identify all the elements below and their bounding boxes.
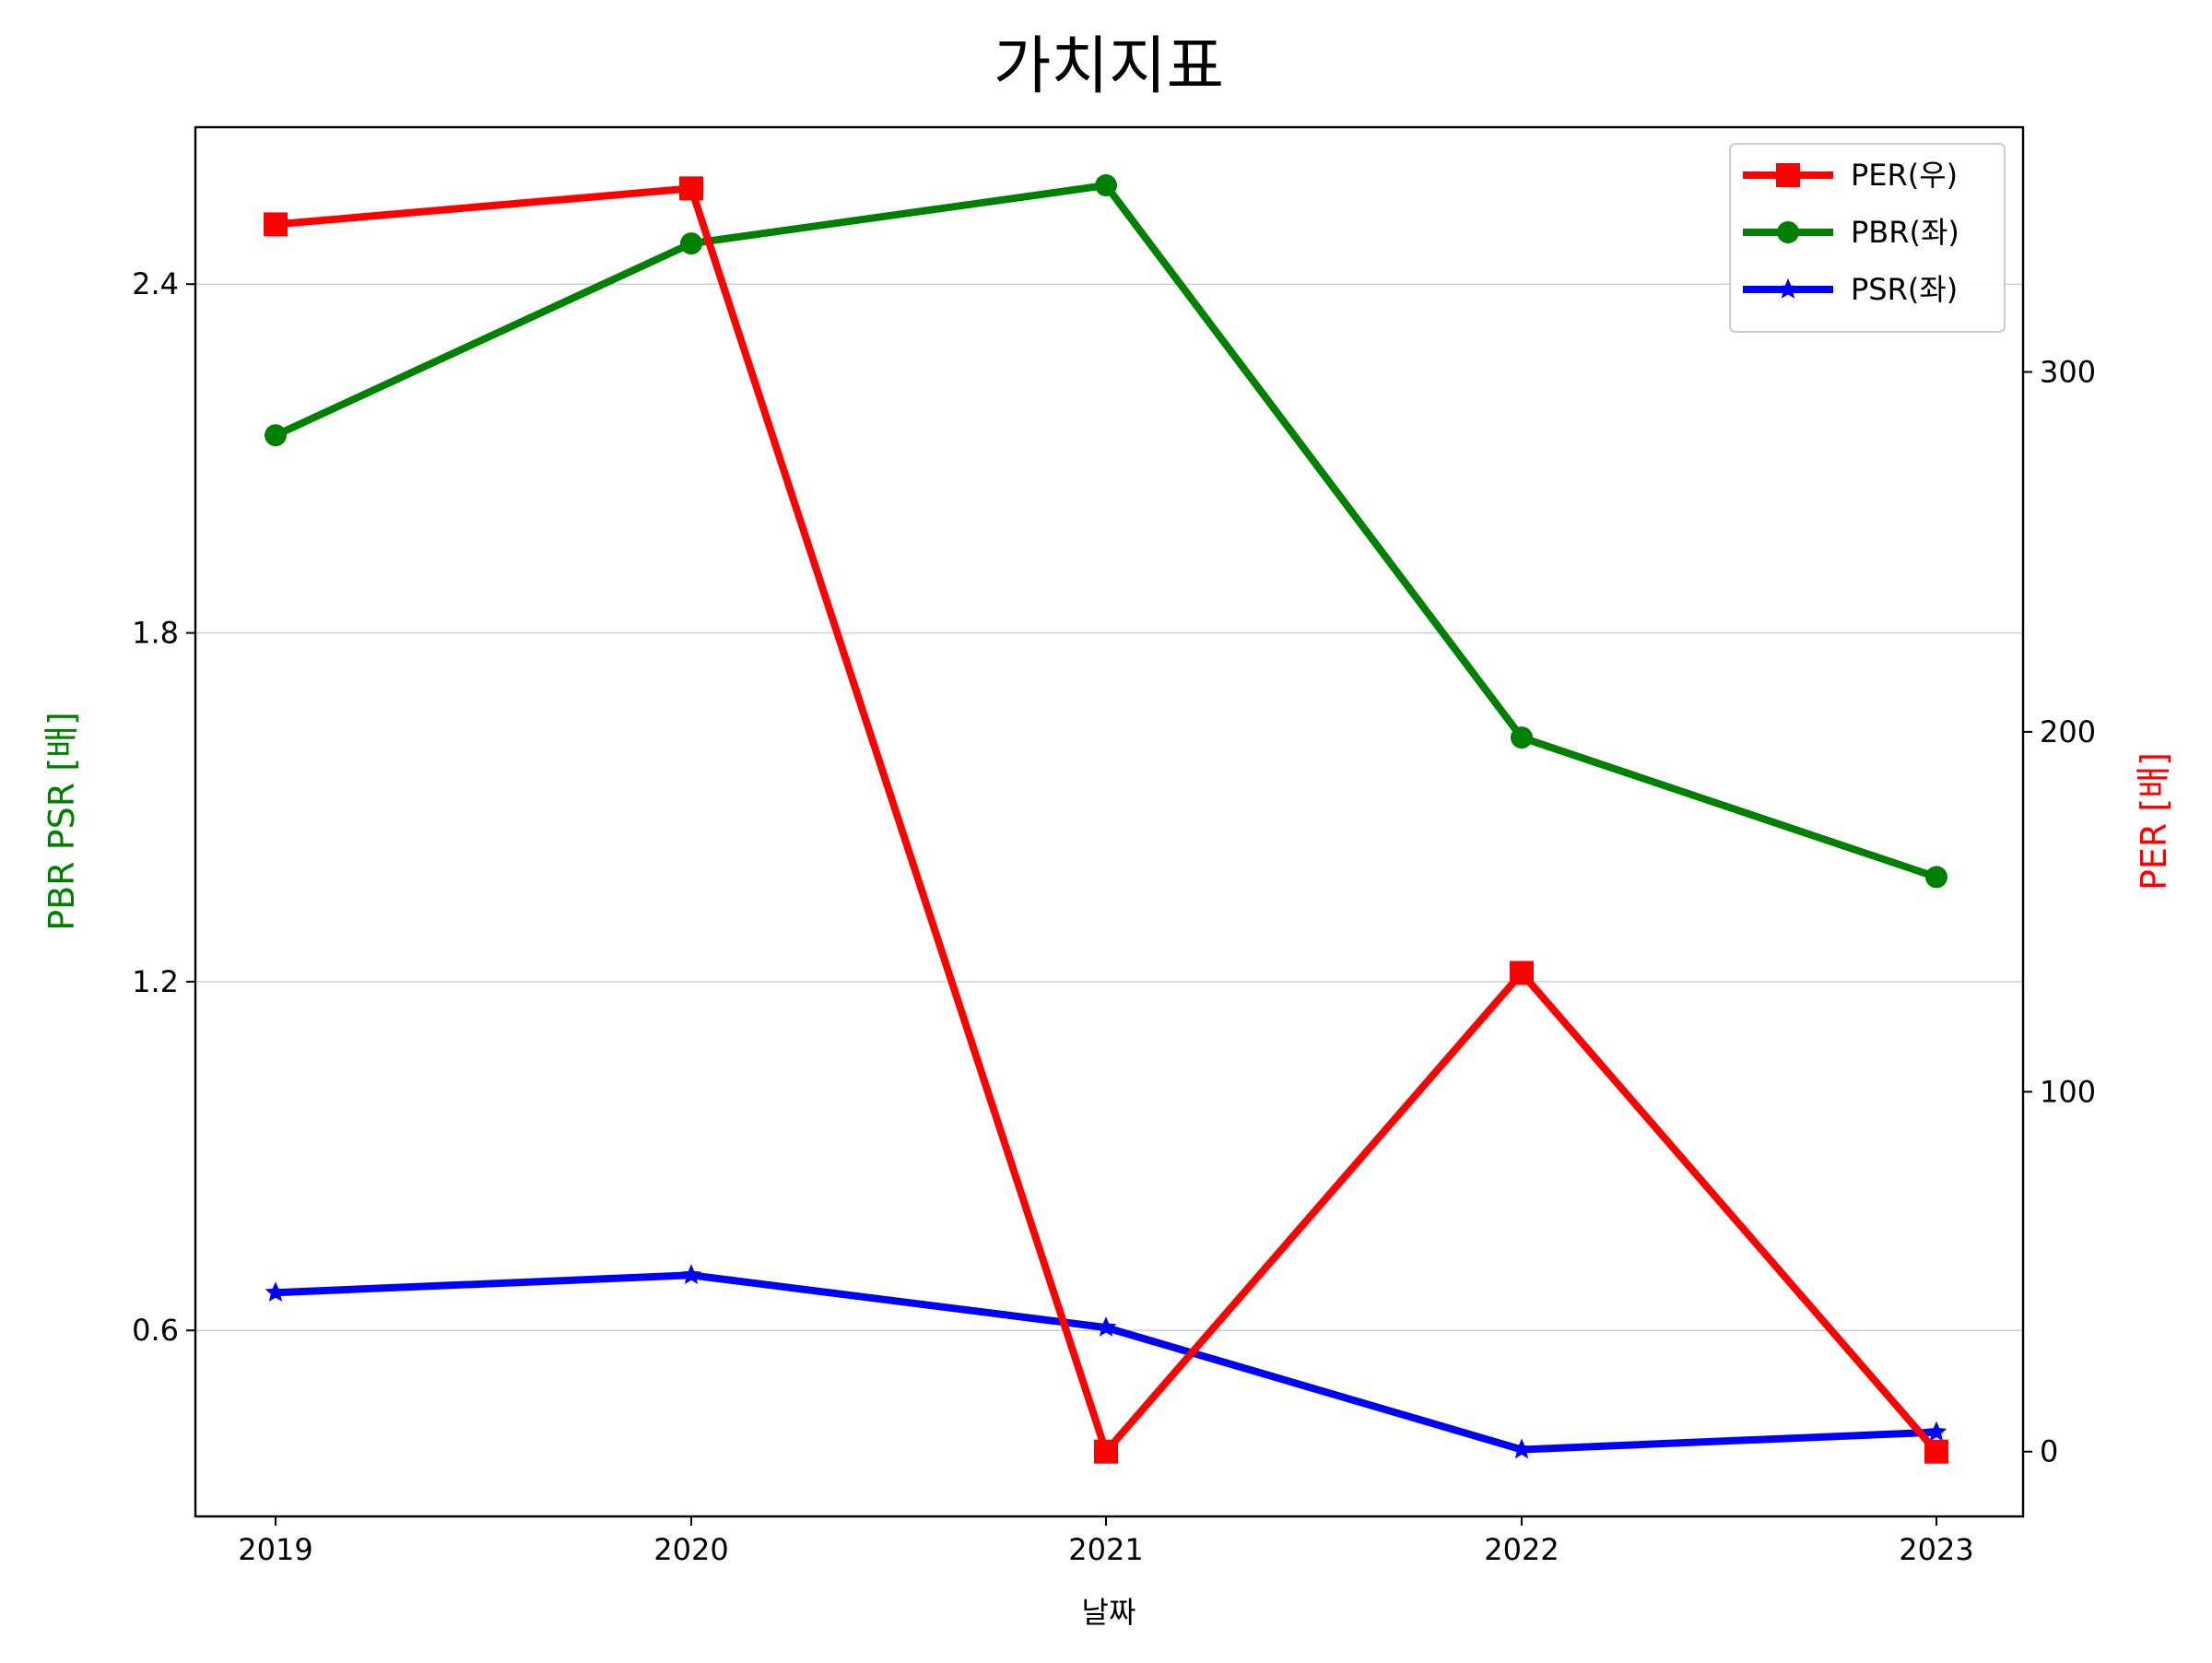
- legend-box: [1729, 143, 2006, 333]
- data-point-per-2021: [1094, 1439, 1118, 1464]
- y-left-tick-label-1.8: 1.8: [132, 616, 179, 651]
- x-tick-label-2019: 2019: [238, 1532, 312, 1567]
- y-right-tick-label-100: 100: [2040, 1074, 2096, 1109]
- legend-label-per: PER(우): [1851, 158, 1958, 193]
- legend-label-psr: PSR(좌): [1851, 272, 1958, 307]
- x-tick-label-2023: 2023: [1899, 1532, 1973, 1567]
- data-point-pbr-2020: [680, 232, 702, 255]
- data-point-psr-2023: [1925, 1421, 1947, 1442]
- grid-lines: [195, 283, 2023, 1331]
- data-point-psr-2019: [265, 1281, 287, 1302]
- plot-frame: [194, 125, 2025, 1518]
- x-tick-label-2021: 2021: [1068, 1532, 1143, 1567]
- legend: PER(우) PBR(좌) PSR(좌): [1729, 143, 2006, 333]
- x-tick-label-2020: 2020: [653, 1532, 728, 1567]
- data-point-pbr-2019: [265, 424, 287, 447]
- y-right-tick-label-300: 300: [2040, 354, 2096, 389]
- legend-item-per: PER(우): [1743, 158, 1958, 193]
- legend-label-pbr: PBR(좌): [1851, 215, 1959, 250]
- y-left-tick-label-2.4: 2.4: [132, 266, 179, 301]
- legend-item-psr: PSR(좌): [1743, 272, 1958, 307]
- legend-marker-per: [1776, 163, 1800, 187]
- data-point-per-2023: [1924, 1439, 1948, 1464]
- y-left-tick-label-1.2: 1.2: [132, 964, 179, 999]
- data-point-psr-2021: [1095, 1316, 1117, 1337]
- series-layer: [264, 174, 1948, 1464]
- y-right-tick-label-0: 0: [2040, 1434, 2058, 1469]
- data-point-pbr-2021: [1095, 174, 1117, 197]
- y-axis-left-label: PBR PSR [배]: [41, 712, 82, 931]
- data-point-per-2019: [264, 212, 288, 237]
- axes: 2019 2020 2021 2022 2023 0.6 1.2 1.8 2.4 0 100 200 3…: [132, 266, 2096, 1567]
- data-point-pbr-2022: [1511, 726, 1533, 749]
- legend-item-pbr: PBR(좌): [1743, 215, 1959, 250]
- series-psr: [265, 1264, 1947, 1459]
- data-point-per-2020: [679, 176, 703, 201]
- y-axis-right-label: PER [배]: [2134, 752, 2174, 890]
- series-per: [264, 176, 1948, 1464]
- series-pbr: [265, 174, 1947, 889]
- legend-marker-pbr: [1777, 221, 1799, 243]
- legend-marker-psr: [1777, 278, 1799, 299]
- y-left-tick-label-0.6: 0.6: [132, 1313, 179, 1348]
- data-point-psr-2022: [1511, 1438, 1533, 1459]
- x-tick-label-2022: 2022: [1484, 1532, 1559, 1567]
- data-point-pbr-2023: [1925, 866, 1947, 889]
- data-point-per-2022: [1510, 961, 1534, 985]
- y-right-tick-label-200: 200: [2040, 714, 2096, 749]
- x-axis-label: 날짜: [1082, 1595, 1136, 1630]
- chart-title: 가치지표: [994, 30, 1224, 103]
- data-point-psr-2020: [680, 1264, 702, 1284]
